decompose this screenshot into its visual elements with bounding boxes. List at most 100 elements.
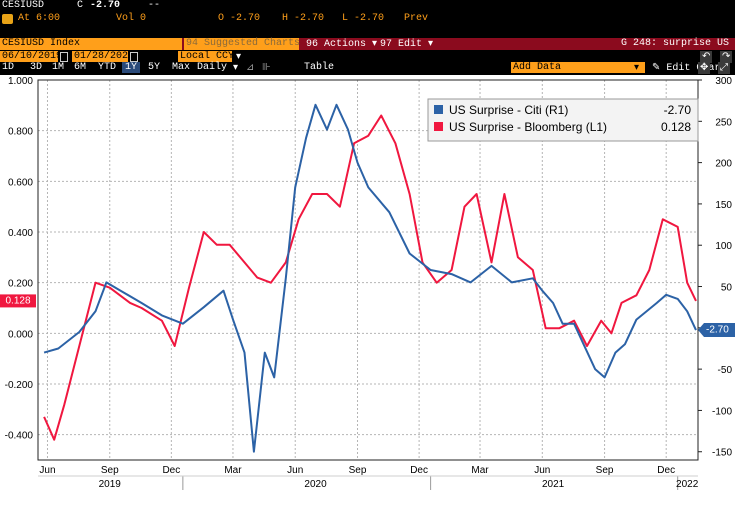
- legend-value-bloomberg: 0.128: [661, 120, 691, 134]
- legend-label-bloomberg: US Surprise - Bloomberg (L1): [449, 120, 607, 134]
- quote-line-1: CESIUSD C -2.70 --: [0, 0, 735, 13]
- right-tick-label: -150: [712, 448, 732, 459]
- period-5y[interactable]: 5Y: [148, 62, 161, 73]
- legend-swatch-bloomberg: [434, 122, 443, 131]
- calendar-icon[interactable]: [130, 52, 138, 62]
- close-value: -2.70: [90, 0, 121, 11]
- currency-select[interactable]: Local CCY: [178, 51, 235, 62]
- close-label: C: [77, 0, 84, 11]
- x-month-label: Sep: [101, 465, 119, 476]
- open-value: O -2.70: [218, 13, 261, 24]
- legend-value-citi: -2.70: [664, 103, 692, 117]
- chevron-down-icon[interactable]: ▾: [236, 52, 242, 63]
- edit-label: 97 Edit: [380, 39, 423, 50]
- period-3d[interactable]: 3D: [30, 62, 43, 73]
- low-value: L -2.70: [342, 13, 385, 24]
- left-tick-label: -0.200: [5, 380, 34, 391]
- volume: Vol 0: [116, 13, 147, 24]
- edit-chart-button[interactable]: ✎ Edit Chart: [652, 62, 726, 74]
- period-6m[interactable]: 6M: [74, 62, 87, 73]
- index-title[interactable]: CESIUSD Index: [0, 38, 182, 50]
- period-1m[interactable]: 1M: [52, 62, 65, 73]
- legend-label-citi: US Surprise - Citi (R1): [449, 103, 568, 117]
- x-month-label: Jun: [287, 465, 303, 476]
- citi-tag-background: [698, 323, 735, 338]
- calendar-icon[interactable]: [60, 52, 68, 62]
- series-line-bloomberg[interactable]: [43, 114, 697, 441]
- left-tick-label: 0.600: [8, 177, 33, 188]
- left-tick-label: 1.000: [8, 76, 33, 87]
- frequency-select[interactable]: Daily: [197, 62, 228, 73]
- bloomberg-last-value: 0.128: [5, 296, 30, 307]
- edit-menu[interactable]: 97 Edit ▾: [380, 38, 433, 50]
- chevron-down-icon[interactable]: ▾: [233, 63, 239, 74]
- undo-icon[interactable]: ↶: [700, 51, 713, 63]
- at-time: At 6:00: [18, 13, 61, 24]
- change-value: --: [148, 0, 161, 11]
- quote-line-2: At 6:00 Vol 0 O -2.70 H -2.70 L -2.70 Pr…: [0, 13, 735, 26]
- pencil-icon: ✎: [652, 63, 661, 74]
- end-date-field[interactable]: 01/28/2022: [72, 51, 135, 62]
- x-month-label: Mar: [224, 465, 242, 476]
- terminal-header: CESIUSD C -2.70 -- At 6:00 Vol 0 O -2.70…: [0, 0, 735, 75]
- edit-chart-label: Edit Chart: [666, 63, 727, 74]
- pan-icon[interactable]: ✥: [698, 62, 711, 74]
- ticker: CESIUSD: [2, 0, 45, 11]
- left-tick-label: 0.800: [8, 127, 33, 138]
- citi-last-value: -2.70: [706, 325, 729, 336]
- start-date-field[interactable]: 06/10/2019: [0, 51, 63, 62]
- left-tick-label: -0.400: [5, 431, 34, 442]
- period-bar: 1D 3D 1M 6M YTD 1Y 5Y Max Daily ▾ ⊿ ⊪ Ta…: [0, 51, 735, 74]
- x-month-label: Jun: [534, 465, 550, 476]
- chevron-down-icon: ▾: [634, 63, 640, 74]
- series-group: [43, 103, 697, 453]
- add-data-field[interactable]: Add Data: [511, 62, 645, 73]
- chevron-down-icon: ▾: [366, 39, 378, 50]
- right-tick-label: 300: [715, 76, 732, 87]
- chart-area[interactable]: 1.000 0.800 0.600 0.400 0.200 0.000 -0.200 -0.4…: [0, 75, 735, 512]
- right-tick-label: 200: [715, 159, 732, 170]
- legend[interactable]: US Surprise - Citi (R1) -2.70 US Surpris…: [427, 98, 699, 142]
- x-month-label: Dec: [410, 465, 428, 476]
- chart-svg[interactable]: 1.000 0.800 0.600 0.400 0.200 0.000 -0.200 -0.4…: [0, 75, 735, 512]
- period-ytd[interactable]: YTD: [98, 62, 117, 73]
- function-title: G 248: surprise US: [620, 38, 729, 49]
- date-range-bar: 06/10/2019 01/28/2022 Local CCY ▾: [0, 51, 735, 63]
- x-month-label: Jun: [39, 465, 55, 476]
- left-tick-label: 0.000: [8, 329, 33, 340]
- zoom-icon[interactable]: ⤢: [718, 62, 730, 74]
- right-tick-label: 100: [715, 241, 732, 252]
- right-tick-label: -100: [712, 406, 732, 417]
- period-max[interactable]: Max: [172, 62, 191, 73]
- chart-type-icon[interactable]: ⊿: [246, 63, 255, 74]
- right-tick-label: 250: [715, 117, 732, 128]
- x-year-label: 2019: [99, 479, 122, 490]
- table-button[interactable]: Table: [304, 62, 335, 73]
- x-year-label: 2020: [304, 479, 327, 490]
- chart-background: [0, 75, 735, 512]
- legend-box: [427, 98, 699, 142]
- high-value: H -2.70: [282, 13, 325, 24]
- citi-last-value-tag: -2.70: [698, 323, 735, 338]
- bar-type-icon[interactable]: ⊪: [262, 63, 271, 74]
- function-toolbar: CESIUSD Index 94 Suggested Charts 96 Act…: [0, 38, 735, 50]
- x-month-label: Mar: [471, 465, 489, 476]
- suggested-charts-button[interactable]: 94 Suggested Charts: [184, 38, 301, 50]
- x-month-label: Sep: [349, 465, 367, 476]
- actions-menu[interactable]: 96 Actions ▾: [306, 38, 377, 50]
- plot-frame: [37, 79, 699, 461]
- redo-icon[interactable]: ↷: [720, 51, 733, 63]
- right-tick-label: 150: [715, 200, 732, 211]
- x-month-label: Sep: [596, 465, 614, 476]
- left-axis: 1.000 0.800 0.600 0.400 0.200 0.000 -0.200 -0.4…: [5, 76, 34, 442]
- series-line-citi[interactable]: [43, 103, 697, 453]
- period-1d[interactable]: 1D: [2, 62, 15, 73]
- alert-icon[interactable]: [2, 14, 13, 24]
- period-1y[interactable]: 1Y: [122, 62, 141, 73]
- x-year-label: 2022: [676, 479, 699, 490]
- x-month-label: Dec: [162, 465, 180, 476]
- bloomberg-last-value-tag: 0.128: [0, 294, 36, 308]
- x-year-label: 2021: [542, 479, 565, 490]
- bloomberg-tag-background: [0, 294, 36, 308]
